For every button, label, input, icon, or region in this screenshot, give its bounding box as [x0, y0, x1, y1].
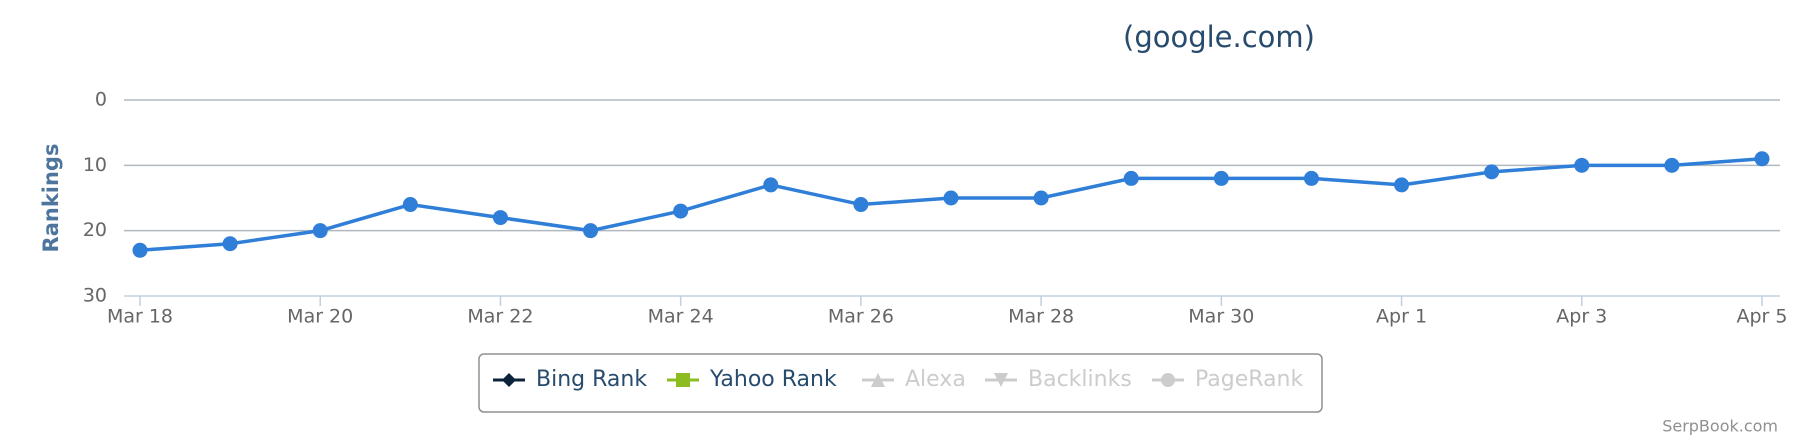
data-point	[1664, 157, 1680, 173]
data-point	[1754, 151, 1770, 167]
legend-symbol	[1161, 373, 1175, 387]
data-point	[1484, 164, 1500, 180]
chart-title: (google.com)	[1123, 20, 1315, 54]
y-tick-label: 0	[95, 89, 107, 111]
x-tick-label: Mar 28	[1008, 306, 1074, 328]
data-point	[402, 197, 418, 213]
legend-label[interactable]: PageRank	[1195, 367, 1303, 392]
x-tick-label: Mar 18	[107, 306, 173, 328]
data-point	[673, 203, 689, 219]
legend-label[interactable]: Alexa	[905, 367, 966, 392]
legend-label[interactable]: Bing Rank	[536, 367, 647, 392]
data-point	[763, 177, 779, 193]
x-tick-label: Apr 1	[1376, 306, 1427, 328]
data-point	[222, 236, 238, 252]
x-tick-label: Mar 20	[287, 306, 353, 328]
data-point	[583, 223, 599, 239]
legend-label[interactable]: Backlinks	[1028, 367, 1132, 392]
x-tick-label: Mar 22	[467, 306, 533, 328]
data-point	[492, 210, 508, 226]
data-point	[1123, 170, 1139, 186]
legend-symbol	[994, 373, 1008, 387]
x-tick-label: Mar 24	[648, 306, 714, 328]
legend-symbol	[502, 373, 516, 387]
x-tick-label: Mar 26	[828, 306, 894, 328]
data-point	[1213, 170, 1229, 186]
x-tick-label: Mar 30	[1188, 306, 1254, 328]
legend-label[interactable]: Yahoo Rank	[709, 367, 837, 392]
legend-symbol	[676, 373, 690, 387]
x-tick-label: Apr 3	[1556, 306, 1607, 328]
y-tick-label: 30	[83, 285, 107, 307]
y-axis-title: Rankings	[39, 144, 63, 253]
legend-symbol	[871, 373, 885, 387]
data-point	[1574, 157, 1590, 173]
data-point	[312, 223, 328, 239]
x-tick-label: Apr 5	[1737, 306, 1788, 328]
y-tick-label: 20	[83, 219, 107, 241]
data-point	[132, 242, 148, 258]
y-tick-label: 10	[83, 154, 107, 176]
data-point	[1033, 190, 1049, 206]
data-point	[853, 197, 869, 213]
data-point	[1303, 170, 1319, 186]
credit: SerpBook.com	[1662, 417, 1778, 436]
data-point	[1394, 177, 1410, 193]
data-point	[943, 190, 959, 206]
legend-box	[478, 353, 1323, 413]
